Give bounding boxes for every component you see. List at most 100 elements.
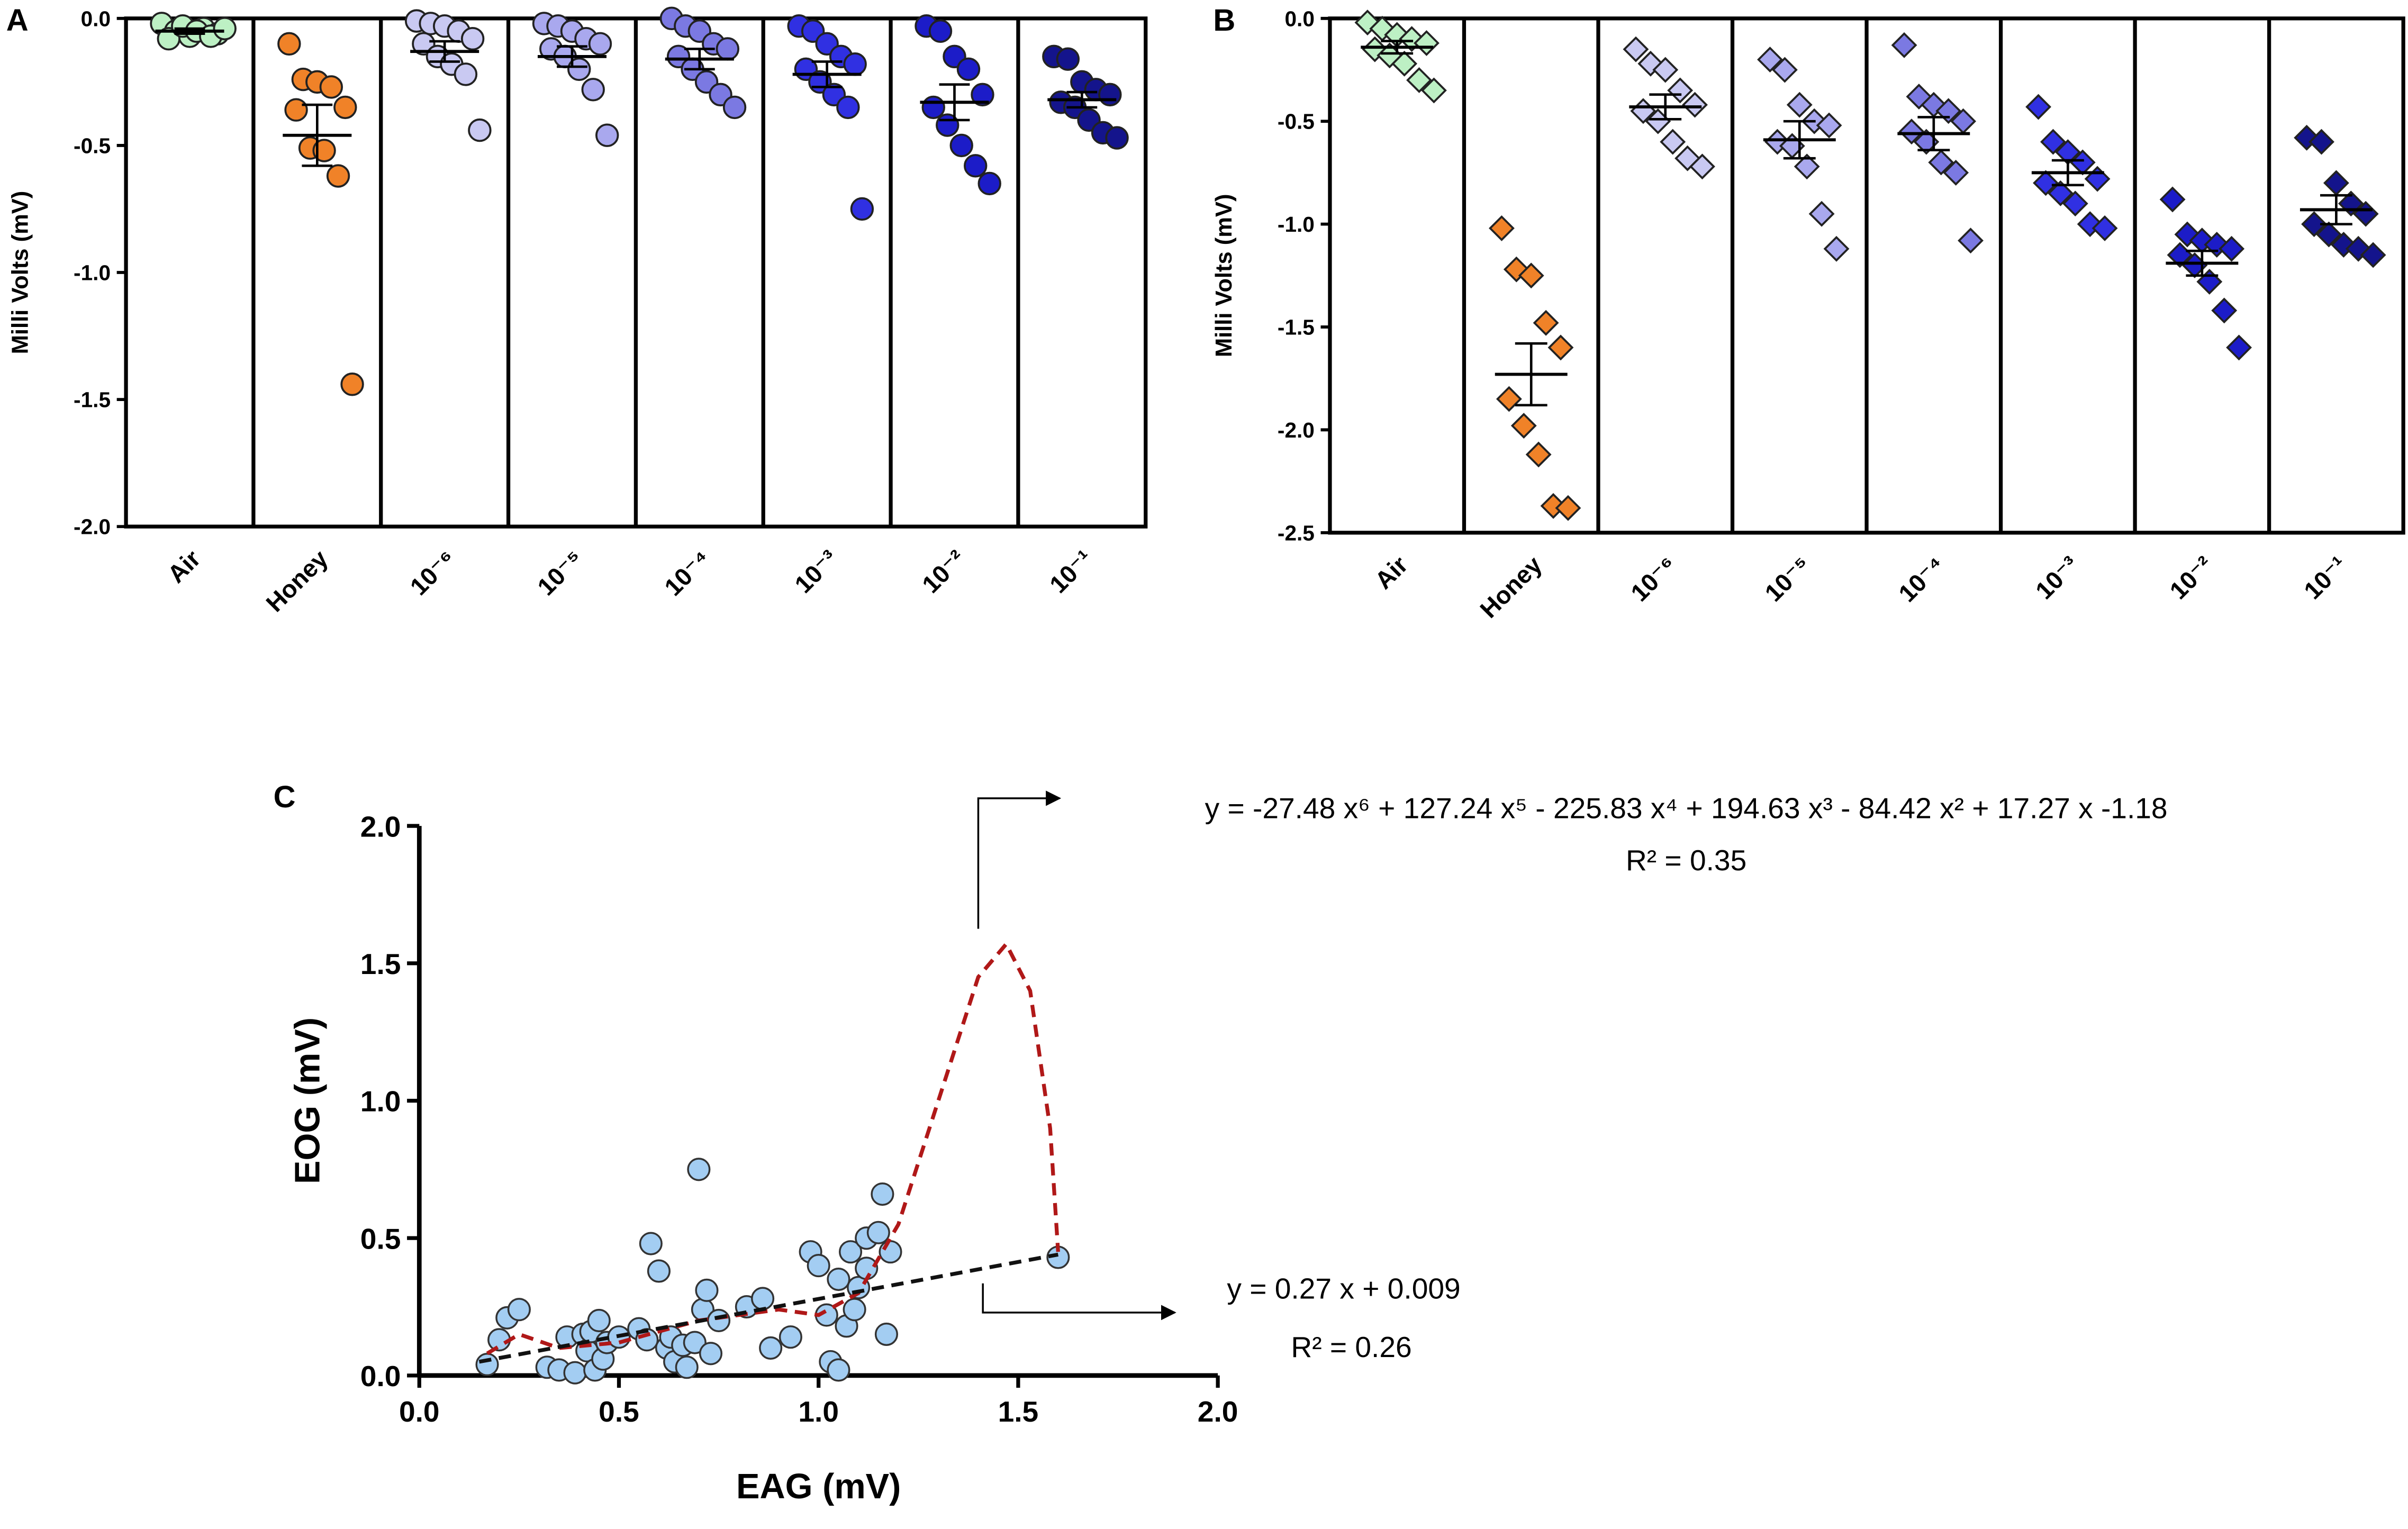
data-point <box>1098 83 1122 107</box>
data-point <box>1056 47 1080 71</box>
x-tick-label: Honey <box>1474 551 1547 623</box>
data-point <box>647 1259 671 1283</box>
data-point <box>2309 129 2334 155</box>
data-point <box>1540 493 1567 519</box>
data-point <box>1525 441 1552 468</box>
x-tick-label: 10⁻⁵ <box>532 544 588 600</box>
data-point <box>707 1308 731 1333</box>
data-point <box>1510 413 1537 439</box>
data-point <box>581 78 605 102</box>
x-tick-label: 2.0 <box>1198 1395 1238 1428</box>
data-point <box>2211 297 2238 324</box>
x-tick-label: 10⁻² <box>2165 551 2219 605</box>
y-axis-title: EOG (mV) <box>288 1017 328 1184</box>
data-point <box>475 1353 499 1377</box>
y-tick-label: 1.0 <box>360 1085 401 1118</box>
data-point <box>1518 262 1544 289</box>
data-point <box>1958 227 1984 254</box>
data-point <box>312 139 336 162</box>
x-tick-label: 10⁻² <box>917 544 971 598</box>
data-point <box>807 1254 830 1278</box>
data-point <box>2316 221 2342 248</box>
data-point <box>2345 235 2371 262</box>
data-point <box>1891 32 1917 58</box>
data-point <box>1764 129 1790 155</box>
data-point <box>2159 186 2186 213</box>
data-point <box>827 1268 850 1291</box>
data-point <box>1823 235 1850 262</box>
data-point <box>778 1325 802 1349</box>
data-point <box>843 52 867 76</box>
x-tick-label: 0.0 <box>399 1395 440 1428</box>
data-point <box>563 1361 587 1385</box>
data-point <box>1637 50 1664 77</box>
data-point <box>1816 112 1842 139</box>
panel-label: B <box>1213 3 1235 38</box>
data-point <box>460 27 485 51</box>
data-point <box>1682 92 1708 118</box>
data-point <box>2226 334 2252 361</box>
data-point <box>2360 242 2386 268</box>
x-tick-label: 10⁻⁶ <box>1625 551 1681 607</box>
y-tick-label: 0.0 <box>360 1360 401 1393</box>
data-point <box>1667 77 1694 104</box>
data-point <box>277 32 301 56</box>
y-tick-label: 0.0 <box>81 6 111 31</box>
data-point <box>866 1221 890 1244</box>
data-point <box>2077 211 2103 238</box>
data-point <box>879 1240 902 1264</box>
data-point <box>1555 495 1581 521</box>
data-point <box>1391 50 1418 77</box>
y-tick-label: 0.5 <box>360 1222 401 1255</box>
x-axis-title: EAG (mV) <box>736 1467 901 1506</box>
x-tick-label: Air <box>1370 551 1413 594</box>
data-point <box>2301 211 2328 238</box>
data-point <box>1362 36 1388 62</box>
annotation: y = -27.48 x⁶ + 127.24 x⁵ - 225.83 x⁴ + … <box>1205 792 2168 825</box>
fit-line <box>486 940 1060 1355</box>
data-point <box>2040 129 2066 155</box>
data-point <box>2330 232 2357 258</box>
data-point <box>716 37 740 61</box>
data-point <box>1420 77 1447 104</box>
data-point <box>687 1158 711 1181</box>
data-point <box>827 1358 850 1382</box>
y-tick-label: -2.0 <box>1278 418 1315 442</box>
data-point <box>683 1331 707 1354</box>
data-point <box>1105 126 1129 150</box>
data-point <box>722 95 747 120</box>
data-point <box>2219 235 2245 262</box>
data-point <box>871 1182 894 1206</box>
y-tick-label: -1.0 <box>74 261 111 285</box>
data-point <box>1399 26 1425 52</box>
x-tick-label: 10⁻⁵ <box>1760 551 1816 607</box>
y-axis-title: Milli Volts (mV) <box>1211 194 1237 358</box>
y-tick-label: -2.0 <box>74 515 111 539</box>
data-point <box>1414 30 1440 56</box>
data-point <box>1794 153 1820 180</box>
data-point <box>639 1232 663 1255</box>
data-point <box>838 1240 863 1264</box>
panel-label: A <box>6 3 29 38</box>
data-point <box>695 1278 719 1302</box>
data-point <box>1489 215 1515 241</box>
data-point <box>921 95 945 120</box>
data-point <box>2047 180 2074 206</box>
data-point <box>843 1298 866 1322</box>
data-point <box>587 1308 611 1333</box>
data-point <box>2084 166 2111 192</box>
x-tick-label: 10⁻⁴ <box>1893 551 1950 607</box>
x-tick-label: Honey <box>261 544 333 617</box>
data-point <box>1533 310 1559 336</box>
x-tick-label: 10⁻⁴ <box>659 544 716 601</box>
data-point <box>454 62 478 86</box>
data-point <box>759 1336 783 1360</box>
annotation: R² = 0.35 <box>1626 844 1746 877</box>
data-point <box>675 1355 699 1379</box>
y-tick-label: -2.5 <box>1278 521 1315 545</box>
data-point <box>977 171 1001 196</box>
annotation-arrow <box>977 790 1062 929</box>
y-tick-label: -0.5 <box>1278 110 1315 134</box>
